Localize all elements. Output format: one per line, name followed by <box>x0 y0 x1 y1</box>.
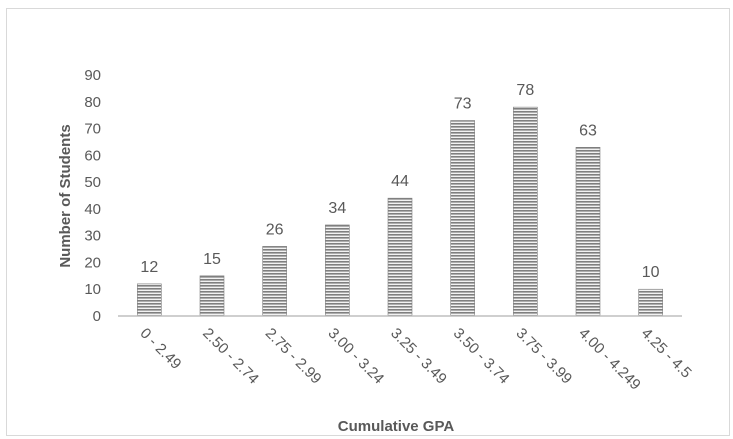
data-label: 34 <box>328 200 346 217</box>
y-tick-label: 40 <box>84 201 101 218</box>
data-label: 12 <box>140 259 158 276</box>
y-tick-label: 90 <box>84 67 101 84</box>
data-label: 73 <box>454 96 472 113</box>
y-tick-label: 30 <box>84 228 101 245</box>
bar <box>262 246 287 317</box>
y-tick-label: 20 <box>84 254 101 271</box>
y-tick-label: 70 <box>84 121 101 138</box>
bar <box>387 197 413 317</box>
y-axis-ticks: 0 10 20 30 40 50 60 70 80 90 <box>84 67 101 325</box>
y-tick-label: 0 <box>93 308 101 325</box>
y-axis-title: Number of Students <box>57 124 74 267</box>
x-tick-label: 3.00 - 3.24 <box>325 325 388 388</box>
x-tick-label: 4.00 - 4.249 <box>575 325 644 394</box>
x-tick-label: 2.50 - 2.74 <box>199 325 262 388</box>
y-tick-label: 50 <box>84 174 101 191</box>
data-label: 44 <box>391 173 409 190</box>
bar <box>638 288 663 317</box>
x-tick-label: 4.25 - 4.5 <box>638 325 695 382</box>
data-label: 78 <box>516 82 534 99</box>
bars <box>137 106 663 317</box>
chart-frame <box>6 8 730 436</box>
x-tick-label: 2.75 - 2.99 <box>262 325 325 388</box>
x-axis-title: Cumulative GPA <box>338 418 455 435</box>
y-tick-label: 60 <box>84 147 101 164</box>
bar <box>450 120 475 317</box>
x-tick-label: 3.25 - 3.49 <box>387 325 450 388</box>
bar <box>199 275 225 317</box>
data-label: 26 <box>266 221 284 238</box>
bar <box>575 147 601 317</box>
category-labels: 0 - 2.49 2.50 - 2.74 2.75 - 2.99 3.00 - 3.2… <box>137 325 695 394</box>
bar <box>325 224 350 317</box>
y-tick-label: 10 <box>84 281 101 298</box>
data-label: 15 <box>203 251 221 268</box>
x-tick-label: 0 - 2.49 <box>137 325 185 373</box>
y-tick-label: 80 <box>84 94 101 111</box>
data-labels: 12 15 26 34 44 73 78 63 10 <box>140 82 659 281</box>
x-tick-label: 3.75 - 3.99 <box>513 325 576 388</box>
data-label: 10 <box>642 264 660 281</box>
data-label: 63 <box>579 122 597 139</box>
bar <box>137 283 162 317</box>
x-tick-label: 3.50 - 3.74 <box>450 325 513 388</box>
bar <box>513 106 538 317</box>
